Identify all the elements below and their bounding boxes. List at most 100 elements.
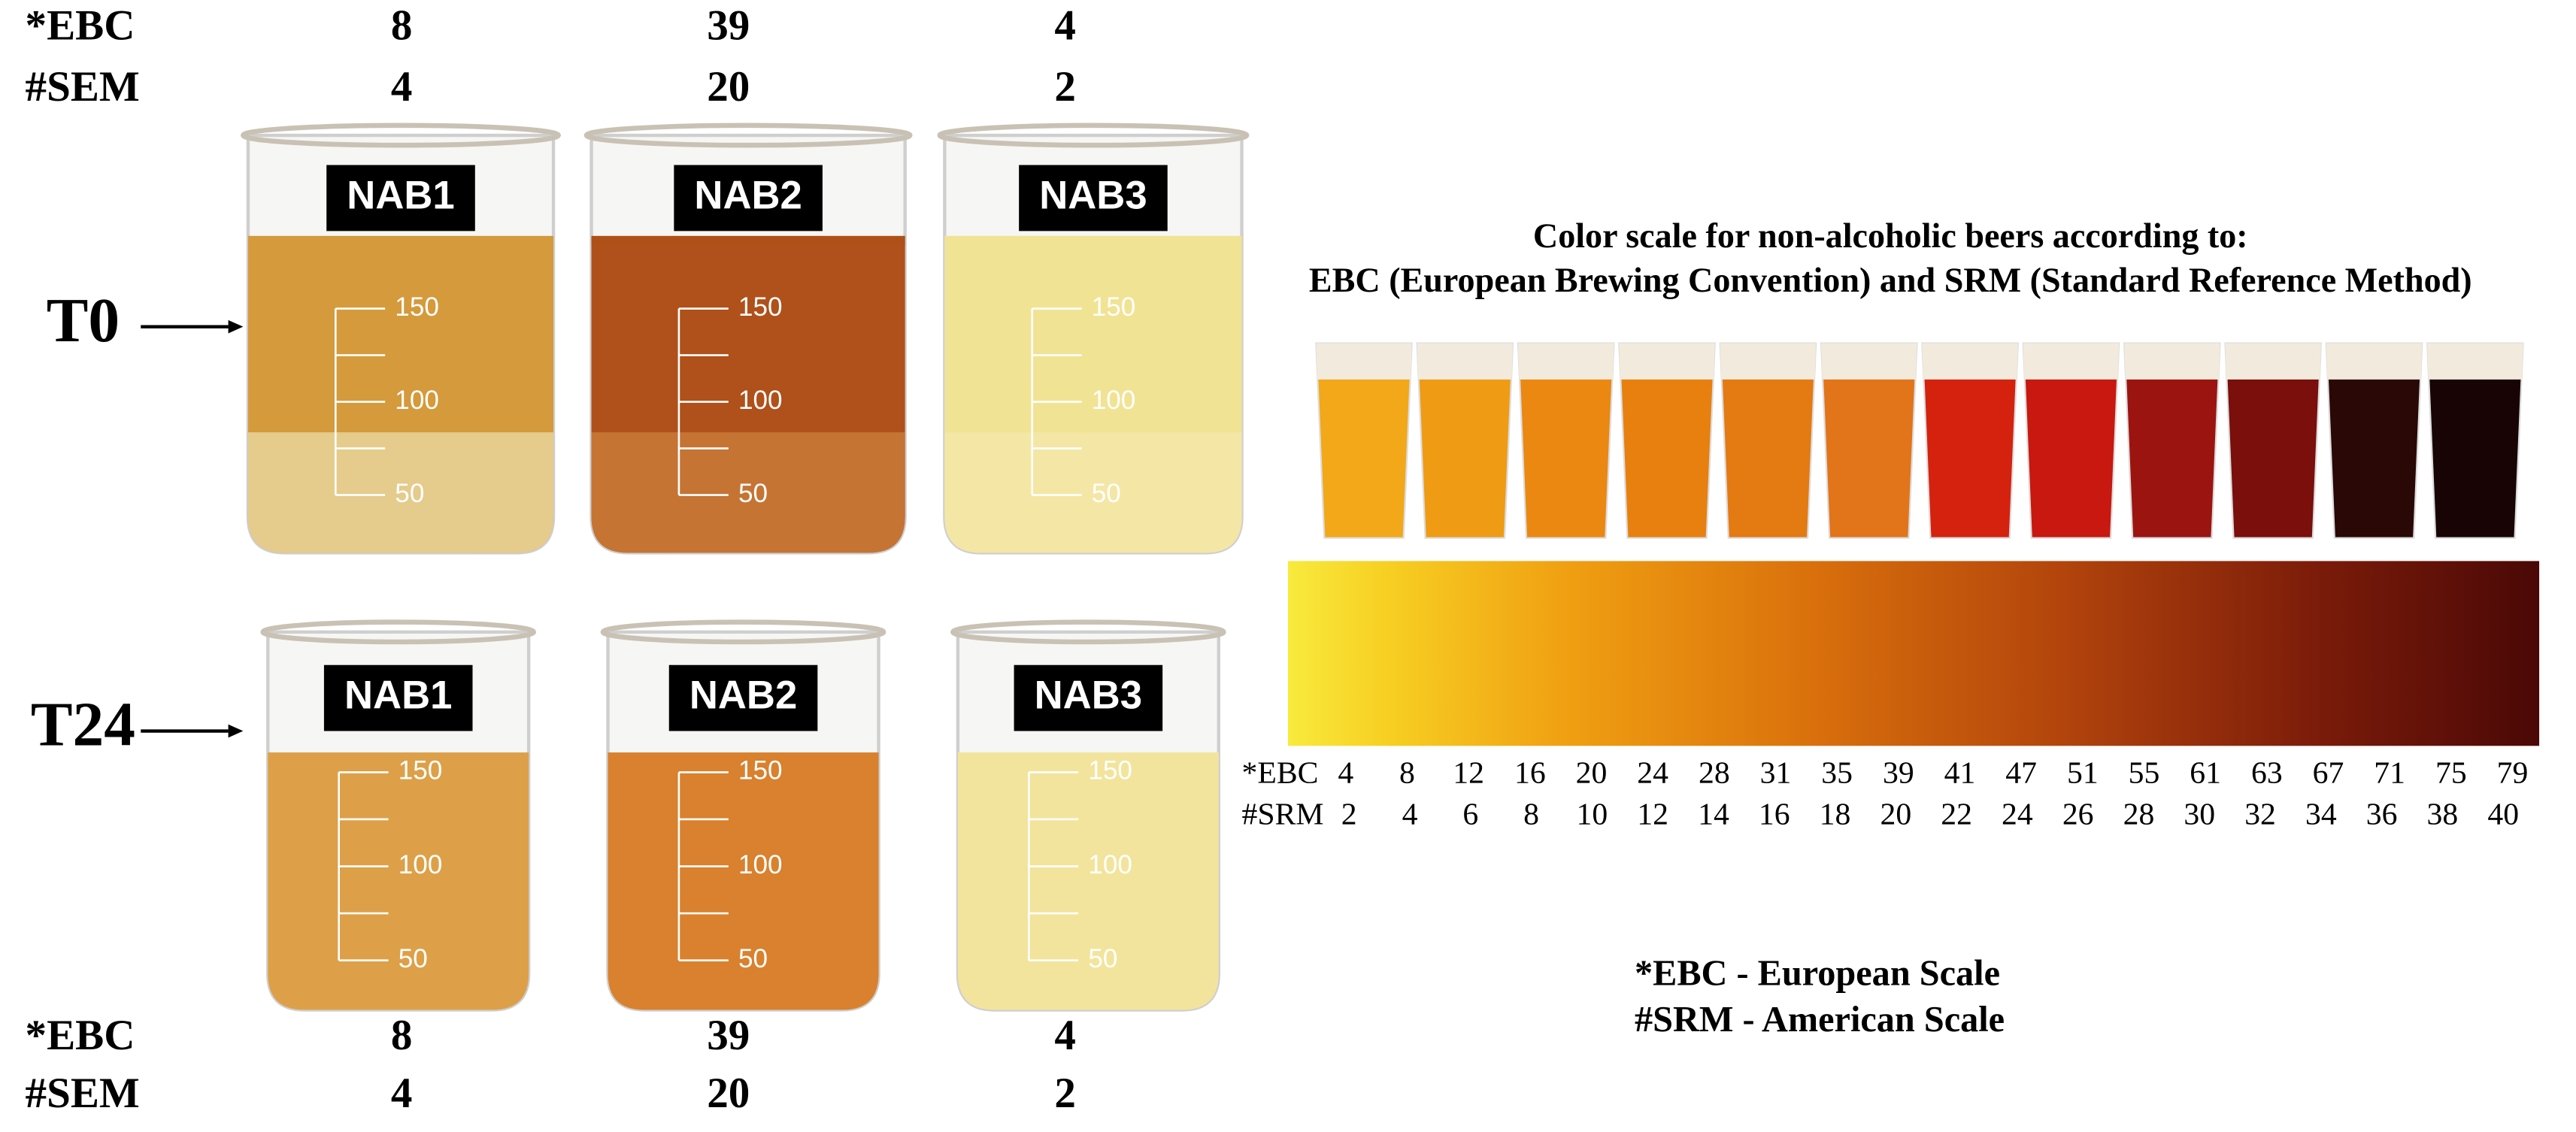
srm-value: 24 (2002, 797, 2033, 831)
graduation-label: 150 (738, 756, 783, 785)
beaker-rim (937, 123, 1250, 148)
liquid-surface (591, 235, 905, 247)
ebc-value: 51 (2067, 755, 2099, 790)
row-value: 2 (1054, 1070, 1076, 1117)
color-gradient-bar (1288, 561, 2540, 746)
beaker-liquid (957, 752, 1219, 1010)
liquid-surface (608, 752, 879, 763)
legend-text: *EBC - European Scale (1635, 954, 2000, 994)
srm-value: 14 (1698, 797, 1729, 831)
beaker-rim (583, 123, 913, 148)
ebc-value: 61 (2190, 755, 2221, 790)
beer-foam (2023, 343, 2120, 380)
ebc-value: 12 (1453, 755, 1484, 790)
srm-value: 18 (1820, 797, 1851, 831)
sample-label: NAB1 (347, 173, 454, 217)
ebc-value: 47 (2005, 755, 2037, 790)
graduation-label: 100 (1088, 850, 1132, 879)
srm-value: 12 (1637, 797, 1668, 831)
graduation-label: 150 (738, 292, 783, 322)
ebc-value: 35 (1821, 755, 1853, 790)
row-label: *EBC (26, 1012, 135, 1059)
sample-label-box (674, 165, 823, 232)
ebc-value: 79 (2497, 755, 2529, 790)
graduation-label: 150 (395, 292, 439, 322)
srm-value: 6 (1462, 797, 1478, 831)
srm-value: 34 (2305, 797, 2337, 831)
row-label: #SEM (26, 1070, 140, 1117)
sample-label: NAB1 (344, 673, 452, 718)
row-value: 20 (707, 1070, 750, 1117)
ebc-value: 28 (1699, 755, 1730, 790)
srm-value: 16 (1759, 797, 1790, 831)
row-value: 4 (1054, 2, 1076, 50)
graduation-label: 50 (1088, 944, 1117, 973)
row-label: *EBC (26, 2, 135, 50)
row-value: 2 (1054, 63, 1076, 110)
ebc-value: 31 (1760, 755, 1792, 790)
sample-label-box (323, 664, 473, 731)
beaker-rim (241, 123, 561, 148)
liquid-surface (268, 752, 529, 763)
ebc-value: 67 (2313, 755, 2344, 790)
sample-label: NAB2 (689, 673, 797, 718)
sample-label: NAB3 (1039, 173, 1147, 217)
graduation-label: 150 (1092, 292, 1136, 322)
graduation-label: 100 (399, 850, 443, 879)
time-label: T24 (31, 691, 135, 760)
ebc-value: 8 (1399, 755, 1415, 790)
row-value: 4 (391, 1070, 413, 1117)
row-value: 39 (707, 2, 750, 50)
scale-row-label: #SRM (1242, 797, 1324, 831)
row-value: 8 (391, 2, 413, 50)
liquid-surface (247, 235, 554, 247)
liquid-surface (944, 235, 1242, 247)
beer-foam (1922, 343, 2018, 380)
srm-value: 32 (2244, 797, 2276, 831)
beaker-rim (600, 619, 886, 645)
scale-title: EBC (European Brewing Convention) and SR… (1309, 261, 2472, 299)
ebc-value: 39 (1883, 755, 1914, 790)
graduation-label: 100 (738, 386, 783, 415)
sample-label: NAB2 (694, 173, 802, 217)
beer-foam (2225, 343, 2321, 380)
sample-label-box (668, 664, 818, 731)
ebc-value: 75 (2435, 755, 2467, 790)
graduation-label: 50 (738, 944, 768, 973)
graduation-label: 100 (1092, 386, 1136, 415)
beer-foam (1821, 343, 1917, 380)
sample-label-box (326, 165, 475, 232)
beer-foam (2124, 343, 2220, 380)
graduation-label: 50 (738, 479, 768, 508)
srm-value: 28 (2123, 797, 2155, 831)
beer-foam (1417, 343, 1514, 380)
ebc-value: 71 (2374, 755, 2405, 790)
arrowhead (228, 724, 244, 738)
ebc-value: 63 (2251, 755, 2283, 790)
beer-foam (1720, 343, 1817, 380)
graduation-label: 150 (1088, 756, 1132, 785)
scale-row-label: *EBC (1242, 755, 1319, 790)
sediment (944, 432, 1242, 553)
sample-label-box (1019, 165, 1168, 232)
srm-value: 30 (2184, 797, 2215, 831)
ebc-value: 4 (1338, 755, 1353, 790)
legend-text: #SRM - American Scale (1635, 1000, 2005, 1040)
scale-title: Color scale for non-alcoholic beers acco… (1533, 216, 2248, 255)
srm-value: 22 (1941, 797, 1972, 831)
sample-label: NAB3 (1035, 673, 1142, 718)
ebc-value: 24 (1637, 755, 1668, 790)
graduation-label: 50 (395, 479, 424, 508)
ebc-value: 41 (1944, 755, 1976, 790)
srm-value: 10 (1577, 797, 1608, 831)
graduation-label: 50 (1092, 479, 1121, 508)
arrowhead (228, 319, 244, 334)
row-value: 39 (707, 1012, 750, 1059)
liquid-surface (957, 752, 1219, 763)
srm-value: 40 (2487, 797, 2519, 831)
sediment (247, 432, 554, 553)
beaker-liquid (268, 752, 529, 1010)
time-label: T0 (47, 286, 120, 356)
beer-foam (1518, 343, 1614, 380)
